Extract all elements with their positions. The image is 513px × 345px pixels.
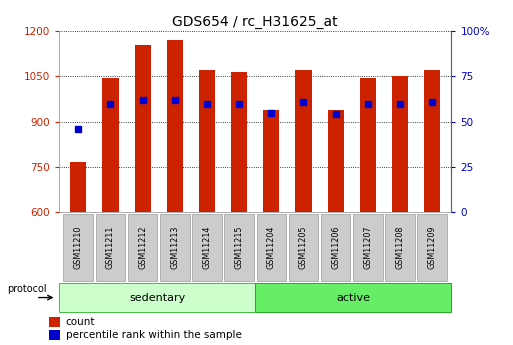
- Text: GSM11208: GSM11208: [396, 226, 404, 269]
- Bar: [70, 162, 86, 212]
- FancyBboxPatch shape: [256, 214, 286, 281]
- FancyBboxPatch shape: [59, 283, 255, 312]
- Bar: [360, 78, 376, 212]
- FancyBboxPatch shape: [64, 214, 93, 281]
- Title: GDS654 / rc_H31625_at: GDS654 / rc_H31625_at: [172, 14, 338, 29]
- FancyBboxPatch shape: [353, 214, 383, 281]
- Bar: [49, 330, 60, 340]
- Bar: [263, 110, 280, 212]
- FancyBboxPatch shape: [418, 214, 447, 281]
- Bar: [134, 45, 151, 212]
- Bar: [392, 76, 408, 212]
- Text: GSM11214: GSM11214: [203, 226, 211, 269]
- Text: count: count: [66, 317, 95, 327]
- FancyBboxPatch shape: [385, 214, 415, 281]
- Bar: [167, 40, 183, 212]
- Text: GSM11206: GSM11206: [331, 226, 340, 269]
- Text: GSM11215: GSM11215: [234, 226, 244, 269]
- FancyBboxPatch shape: [160, 214, 190, 281]
- Text: percentile rank within the sample: percentile rank within the sample: [66, 330, 242, 340]
- Bar: [199, 70, 215, 212]
- FancyBboxPatch shape: [95, 214, 125, 281]
- Text: GSM11207: GSM11207: [363, 226, 372, 269]
- FancyBboxPatch shape: [224, 214, 254, 281]
- FancyBboxPatch shape: [128, 214, 157, 281]
- Text: GSM11205: GSM11205: [299, 226, 308, 269]
- Bar: [103, 78, 119, 212]
- FancyBboxPatch shape: [289, 214, 318, 281]
- Text: protocol: protocol: [7, 284, 46, 294]
- Text: GSM11210: GSM11210: [74, 226, 83, 269]
- FancyBboxPatch shape: [192, 214, 222, 281]
- Bar: [49, 317, 60, 327]
- Text: GSM11212: GSM11212: [138, 226, 147, 269]
- Text: GSM11204: GSM11204: [267, 226, 276, 269]
- Text: GSM11209: GSM11209: [428, 226, 437, 269]
- Bar: [328, 110, 344, 212]
- Bar: [295, 70, 311, 212]
- Bar: [424, 70, 440, 212]
- FancyBboxPatch shape: [255, 283, 451, 312]
- Text: GSM11211: GSM11211: [106, 226, 115, 269]
- Text: GSM11213: GSM11213: [170, 226, 180, 269]
- Text: active: active: [337, 293, 370, 303]
- Bar: [231, 72, 247, 212]
- FancyBboxPatch shape: [321, 214, 350, 281]
- Text: sedentary: sedentary: [129, 293, 185, 303]
